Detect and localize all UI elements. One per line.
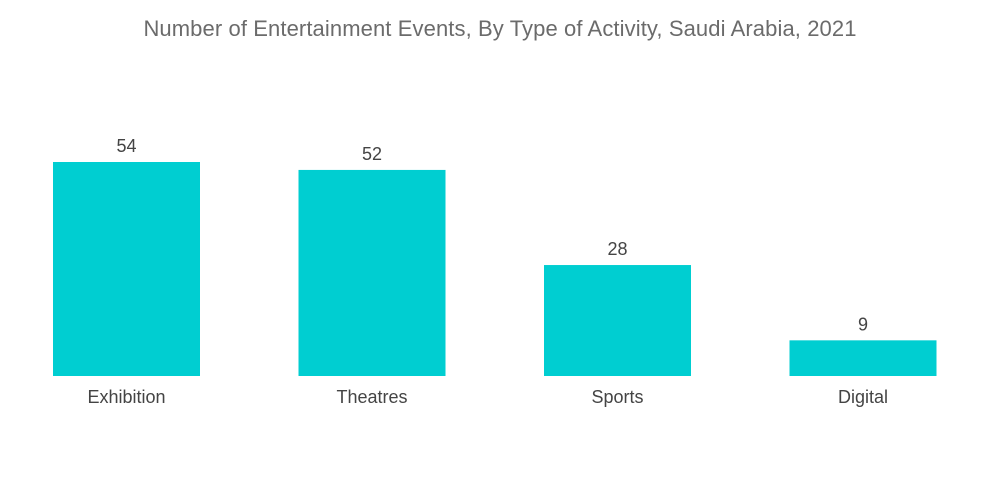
category-label-theatres: Theatres	[336, 387, 407, 407]
value-label-digital: 9	[858, 314, 868, 334]
bar-sports	[544, 265, 691, 376]
bar-exhibition	[53, 162, 200, 376]
value-label-theatres: 52	[362, 144, 382, 164]
category-label-sports: Sports	[591, 387, 643, 407]
bar-digital	[789, 340, 937, 376]
value-label-exhibition: 54	[116, 136, 136, 156]
category-label-digital: Digital	[838, 387, 888, 407]
bar-theatres	[298, 169, 446, 376]
chart-title: Number of Entertainment Events, By Type …	[143, 16, 857, 41]
category-label-exhibition: Exhibition	[87, 387, 165, 407]
value-label-sports: 28	[607, 239, 627, 259]
